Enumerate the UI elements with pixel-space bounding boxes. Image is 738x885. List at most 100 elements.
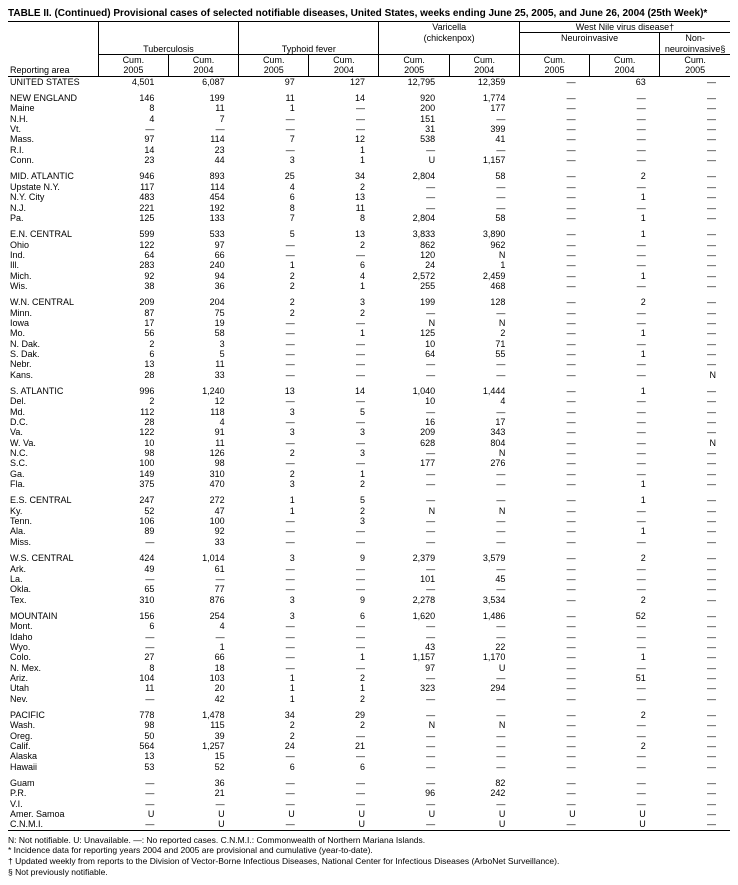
cell: — bbox=[590, 663, 660, 673]
cell: 893 bbox=[168, 171, 238, 181]
cell: 21 bbox=[168, 788, 238, 798]
cell: — bbox=[379, 192, 449, 202]
cell: — bbox=[309, 632, 379, 642]
cell: 12 bbox=[309, 134, 379, 144]
row-area: Oreg. bbox=[8, 731, 98, 741]
cell: — bbox=[449, 621, 519, 631]
cell: — bbox=[379, 448, 449, 458]
footnote-line: † Updated weekly from reports to the Div… bbox=[8, 856, 730, 867]
cell: 98 bbox=[168, 458, 238, 468]
row-area: Upstate N.Y. bbox=[8, 182, 98, 192]
cell: — bbox=[239, 349, 309, 359]
cell: U bbox=[239, 809, 309, 819]
row-area: PACIFIC bbox=[8, 710, 98, 720]
cell: — bbox=[309, 370, 379, 380]
cell: — bbox=[379, 799, 449, 809]
header-cum-col: Cum.2004 bbox=[168, 55, 238, 77]
cell: — bbox=[660, 720, 730, 730]
cell: — bbox=[590, 155, 660, 165]
cell: 58 bbox=[168, 328, 238, 338]
row-area: Tex. bbox=[8, 595, 98, 605]
cell: 1 bbox=[590, 192, 660, 202]
table-row: MID. ATLANTIC94689325342,80458—2— bbox=[8, 171, 730, 181]
cell: U bbox=[590, 819, 660, 830]
row-area: N.Y. City bbox=[8, 192, 98, 202]
row-area: Ohio bbox=[8, 240, 98, 250]
cell: 64 bbox=[379, 349, 449, 359]
cell: 2 bbox=[309, 694, 379, 704]
cell: 13 bbox=[309, 192, 379, 202]
cell: — bbox=[98, 799, 168, 809]
cell: 1 bbox=[239, 673, 309, 683]
table-row: Amer. SamoaUUUUUUUU— bbox=[8, 809, 730, 819]
cell: 39 bbox=[168, 731, 238, 741]
cell: — bbox=[449, 370, 519, 380]
cell: — bbox=[519, 339, 589, 349]
cell: 11 bbox=[168, 359, 238, 369]
cell: 399 bbox=[449, 124, 519, 134]
table-row: Nebr.1311——————— bbox=[8, 359, 730, 369]
cell: — bbox=[590, 134, 660, 144]
cell: 424 bbox=[98, 553, 168, 563]
cell: — bbox=[590, 537, 660, 547]
cell: — bbox=[660, 683, 730, 693]
cell: — bbox=[309, 438, 379, 448]
row-area: Ill. bbox=[8, 260, 98, 270]
table-row: Upstate N.Y.11711442————— bbox=[8, 182, 730, 192]
row-area: Mich. bbox=[8, 271, 98, 281]
cell: 6 bbox=[239, 192, 309, 202]
cell: — bbox=[239, 458, 309, 468]
cell: 5 bbox=[309, 495, 379, 505]
row-area: UNITED STATES bbox=[8, 76, 98, 87]
row-area: Wis. bbox=[8, 281, 98, 291]
row-area: R.I. bbox=[8, 145, 98, 155]
cell: — bbox=[239, 417, 309, 427]
cell: — bbox=[590, 370, 660, 380]
row-area: Colo. bbox=[8, 652, 98, 662]
cell: 272 bbox=[168, 495, 238, 505]
cell: 1 bbox=[590, 495, 660, 505]
cell: U bbox=[168, 819, 238, 830]
table-row: Fla.37547032———1— bbox=[8, 479, 730, 489]
cell: — bbox=[309, 799, 379, 809]
cell: — bbox=[660, 328, 730, 338]
cell: 12,795 bbox=[379, 76, 449, 87]
row-area: Ark. bbox=[8, 564, 98, 574]
cell: 1,157 bbox=[379, 652, 449, 662]
table-row: N.Y. City483454613———1— bbox=[8, 192, 730, 202]
cell: — bbox=[449, 145, 519, 155]
cell: — bbox=[519, 103, 589, 113]
cell: 1,040 bbox=[379, 386, 449, 396]
cell: 2,459 bbox=[449, 271, 519, 281]
row-area: Conn. bbox=[8, 155, 98, 165]
cell: — bbox=[590, 438, 660, 448]
cell: — bbox=[309, 788, 379, 798]
cell: 3 bbox=[239, 479, 309, 489]
cell: 66 bbox=[168, 652, 238, 662]
row-area: N. Mex. bbox=[8, 663, 98, 673]
cell: — bbox=[660, 271, 730, 281]
cell: 2,804 bbox=[379, 171, 449, 181]
cell: — bbox=[660, 240, 730, 250]
cell: — bbox=[660, 621, 730, 631]
table-row: N.C.9812623—N——— bbox=[8, 448, 730, 458]
cell: 8 bbox=[309, 213, 379, 223]
cell: U bbox=[309, 819, 379, 830]
cell: — bbox=[519, 229, 589, 239]
cell: 946 bbox=[98, 171, 168, 181]
cell: 21 bbox=[309, 741, 379, 751]
cell: 126 bbox=[168, 448, 238, 458]
cell: 3,534 bbox=[449, 595, 519, 605]
cell: 31 bbox=[379, 124, 449, 134]
row-area: Miss. bbox=[8, 537, 98, 547]
row-area: Va. bbox=[8, 427, 98, 437]
cell: — bbox=[519, 611, 589, 621]
cell: — bbox=[239, 318, 309, 328]
cell: — bbox=[449, 762, 519, 772]
cell: — bbox=[449, 731, 519, 741]
cell: — bbox=[309, 663, 379, 673]
cell: 2 bbox=[309, 479, 379, 489]
cell: — bbox=[590, 114, 660, 124]
cell: 3 bbox=[309, 448, 379, 458]
cell: — bbox=[449, 584, 519, 594]
